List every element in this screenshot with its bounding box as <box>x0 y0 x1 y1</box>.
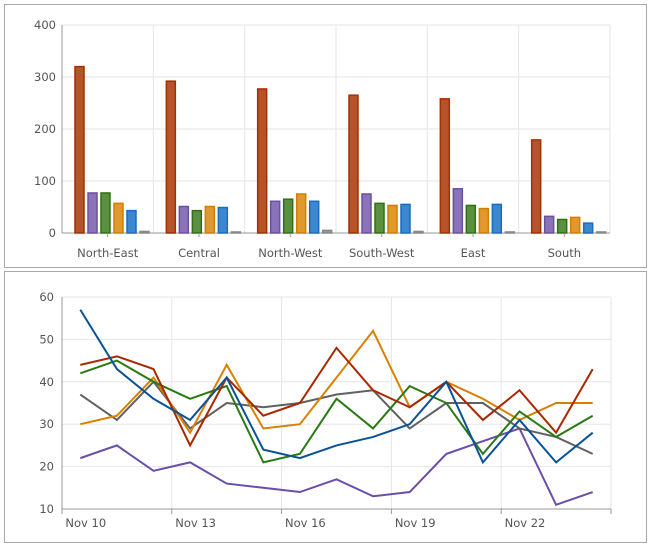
x-tick-label: Nov 19 <box>395 516 436 530</box>
y-tick-label: 30 <box>39 417 54 431</box>
bar <box>217 206 229 234</box>
bar <box>595 231 607 234</box>
bar <box>139 230 150 234</box>
series-line <box>80 346 594 448</box>
bar <box>178 205 190 234</box>
bar <box>295 193 307 234</box>
x-tick-label: North-East <box>77 246 139 260</box>
series-line <box>79 359 594 464</box>
x-tick-label: South <box>548 246 581 260</box>
bar <box>478 207 490 234</box>
bar <box>465 204 477 234</box>
y-tick-label: 50 <box>39 332 54 346</box>
y-tick-label: 200 <box>34 122 56 136</box>
bar <box>308 200 320 234</box>
bar <box>400 203 411 234</box>
bar-chart-panel: 0 100 200 300 400 North-East Central North-West… <box>4 4 647 268</box>
bar <box>230 231 242 234</box>
bar <box>282 198 294 234</box>
bar <box>87 192 98 234</box>
bar <box>439 98 451 234</box>
line-chart-panel: 10 20 30 40 50 60 Nov 10 Nov 13 Nov 16 Nov 19 Nov … <box>4 271 647 543</box>
x-tick-label: East <box>461 246 486 260</box>
bar <box>530 139 542 234</box>
bar <box>413 230 424 234</box>
y-tick-label: 100 <box>34 174 56 188</box>
bar <box>126 209 137 234</box>
series-line <box>79 309 594 465</box>
y-tick-label: 400 <box>34 18 56 32</box>
bar <box>491 203 503 234</box>
bar <box>269 200 281 234</box>
x-tick-label: Nov 10 <box>65 516 106 530</box>
bar <box>191 209 203 234</box>
bar <box>582 222 594 234</box>
bar <box>74 65 85 234</box>
bar <box>361 193 372 234</box>
y-tick-label: 40 <box>39 375 54 389</box>
bar-chart: 0 100 200 300 400 North-East Central North-West… <box>34 18 611 260</box>
bar <box>113 202 124 234</box>
bar <box>204 205 216 234</box>
x-tick-label: Central <box>178 246 220 260</box>
bar <box>556 218 568 234</box>
x-tick-label: North-West <box>258 246 323 260</box>
y-tick-label: 300 <box>34 70 56 84</box>
bar <box>504 231 516 234</box>
y-tick-label: 60 <box>39 290 54 304</box>
y-tick-label: 0 <box>49 226 56 240</box>
y-tick-label: 10 <box>39 502 54 516</box>
x-tick-label: South-West <box>349 246 415 260</box>
x-tick-label: Nov 13 <box>175 516 216 530</box>
y-tick-label: 20 <box>39 460 54 474</box>
bar <box>321 229 333 234</box>
x-tick-label: Nov 16 <box>285 516 326 530</box>
x-tick-label: Nov 22 <box>505 516 546 530</box>
bar <box>348 94 359 234</box>
bar <box>374 202 385 234</box>
bar <box>569 216 581 234</box>
bar <box>543 215 555 234</box>
bar <box>165 80 177 234</box>
bar <box>387 204 398 234</box>
bar <box>452 188 464 234</box>
bar <box>100 192 111 234</box>
bar <box>256 88 268 234</box>
line-chart: 10 20 30 40 50 60 Nov 10 Nov 13 Nov 16 Nov 19 Nov … <box>39 290 612 530</box>
